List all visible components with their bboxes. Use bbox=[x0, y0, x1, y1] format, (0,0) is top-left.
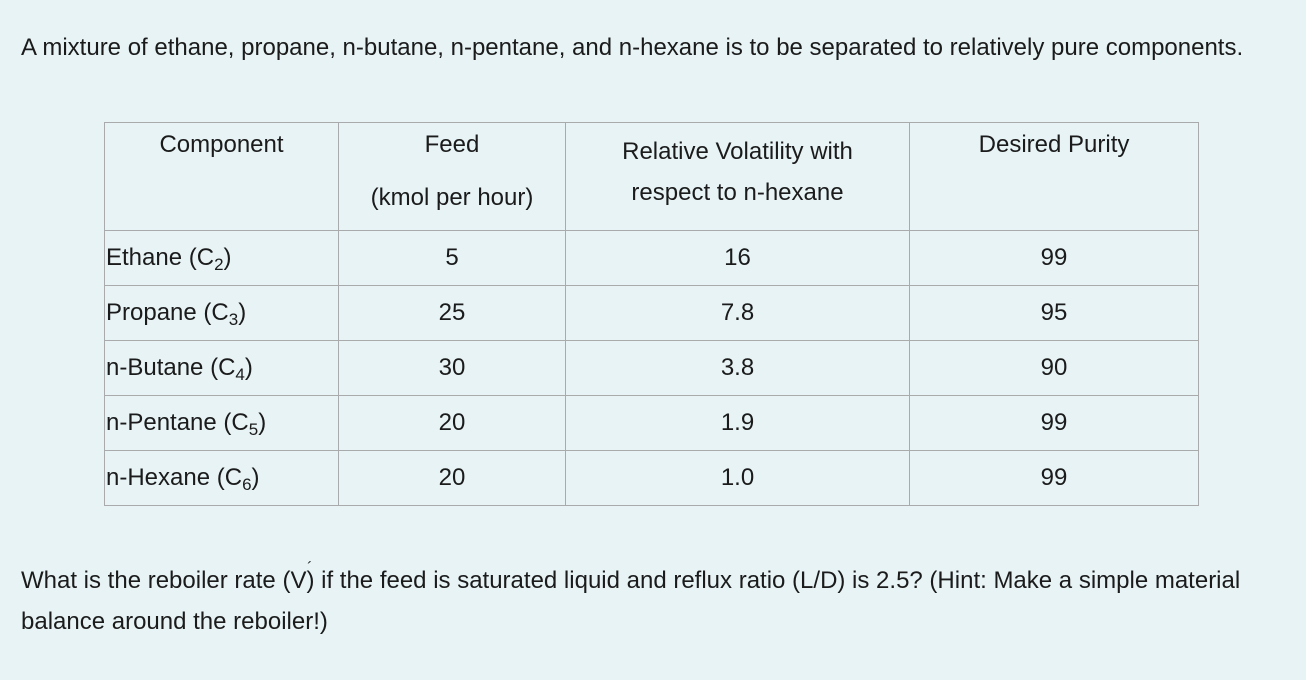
cell-purity: 99 bbox=[909, 230, 1199, 286]
cell-volatility: 7.8 bbox=[565, 285, 910, 341]
reboiler-rate-symbol: V ´ bbox=[290, 560, 312, 601]
prime-mark: ´ bbox=[307, 560, 313, 577]
header-volatility-line2: respect to n-hexane bbox=[631, 179, 844, 206]
cell-purity: 99 bbox=[909, 450, 1199, 506]
subscript: 2 bbox=[214, 255, 224, 274]
cell-component: n-Butane (C4) bbox=[104, 340, 339, 396]
cell-volatility: 1.0 bbox=[565, 450, 910, 506]
intro-paragraph: A mixture of ethane, propane, n-butane, … bbox=[21, 34, 1244, 61]
cell-purity: 95 bbox=[909, 285, 1199, 341]
header-component-label: Component bbox=[159, 131, 284, 158]
table-row: n-Hexane (C6) 20 1.0 99 bbox=[104, 450, 1199, 506]
cell-component: Ethane (C2) bbox=[104, 230, 339, 286]
cell-component: n-Pentane (C5) bbox=[104, 395, 339, 451]
table-row: n-Butane (C4) 30 3.8 90 bbox=[104, 340, 1199, 396]
components-table: Component Feed (kmol per hour) Relative … bbox=[104, 122, 1199, 506]
table-row: n-Pentane (C5) 20 1.9 99 bbox=[104, 395, 1199, 451]
header-feed-line2: (kmol per hour) bbox=[370, 184, 534, 211]
subscript: 5 bbox=[248, 420, 259, 439]
table-row: Propane (C3) 25 7.8 95 bbox=[104, 285, 1199, 341]
cell-feed: 5 bbox=[338, 230, 566, 286]
cell-feed: 30 bbox=[338, 340, 566, 396]
subscript: 6 bbox=[242, 475, 252, 494]
header-purity-label: Desired Purity bbox=[978, 131, 1130, 158]
cell-volatility: 16 bbox=[565, 230, 910, 286]
cell-purity: 99 bbox=[909, 395, 1199, 451]
header-component: Component bbox=[104, 122, 339, 231]
cell-purity: 90 bbox=[909, 340, 1199, 396]
cell-feed: 25 bbox=[338, 285, 566, 341]
header-feed-line1: Feed bbox=[424, 131, 480, 158]
header-feed: Feed (kmol per hour) bbox=[338, 122, 566, 231]
cell-feed: 20 bbox=[338, 450, 566, 506]
table-header-row: Component Feed (kmol per hour) Relative … bbox=[104, 122, 1199, 231]
header-volatility: Relative Volatility with respect to n-he… bbox=[565, 122, 910, 231]
cell-component: n-Hexane (C6) bbox=[104, 450, 339, 506]
cell-feed: 20 bbox=[338, 395, 566, 451]
subscript: 3 bbox=[228, 310, 239, 329]
cell-component: Propane (C3) bbox=[104, 285, 339, 341]
cell-volatility: 1.9 bbox=[565, 395, 910, 451]
subscript: 4 bbox=[235, 365, 245, 384]
question-paragraph: What is the reboiler rate (V ´) if the fe… bbox=[21, 560, 1291, 642]
table-row: Ethane (C2) 5 16 99 bbox=[104, 230, 1199, 286]
header-volatility-line1: Relative Volatility with bbox=[622, 138, 853, 165]
cell-volatility: 3.8 bbox=[565, 340, 910, 396]
header-purity: Desired Purity bbox=[909, 122, 1199, 231]
